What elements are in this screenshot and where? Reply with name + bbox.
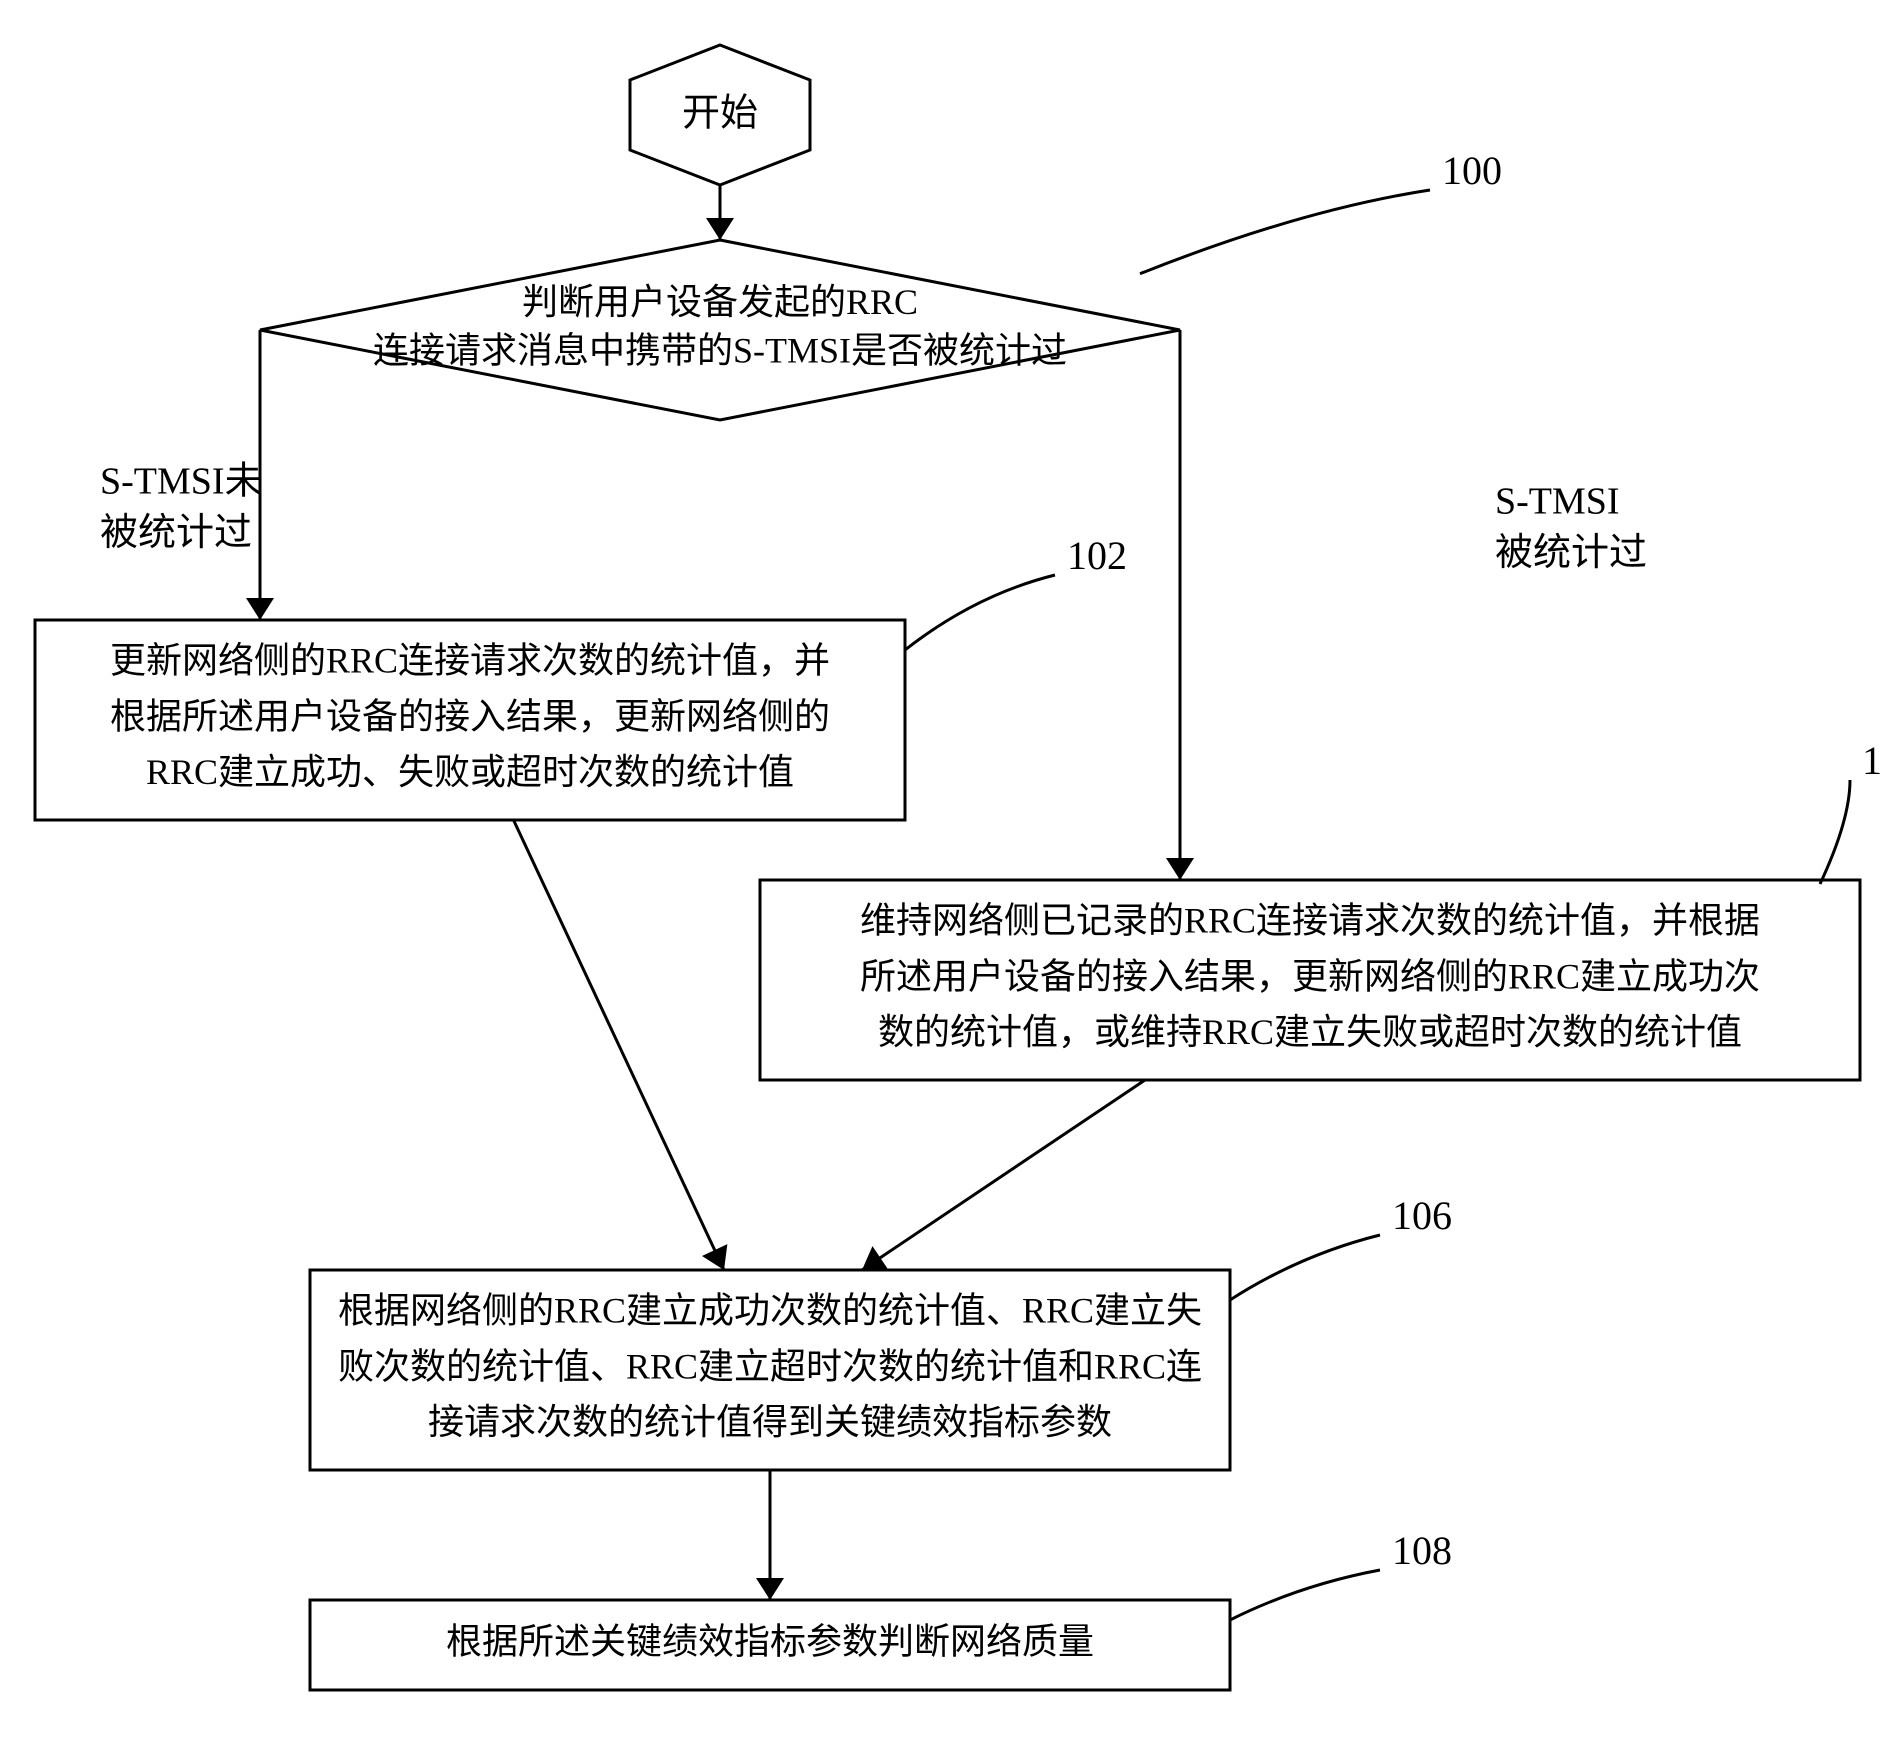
svg-text:更新网络侧的RRC连接请求次数的统计值，并: 更新网络侧的RRC连接请求次数的统计值，并 <box>110 640 830 680</box>
process-102: 更新网络侧的RRC连接请求次数的统计值，并根据所述用户设备的接入结果，更新网络侧… <box>35 620 905 820</box>
svg-text:判断用户设备发起的RRC: 判断用户设备发起的RRC <box>522 282 918 322</box>
start-label: 开始 <box>682 93 758 135</box>
svg-text:根据网络侧的RRC建立成功次数的统计值、RRC建立失: 根据网络侧的RRC建立成功次数的统计值、RRC建立失 <box>338 1290 1202 1330</box>
svg-text:根据所述用户设备的接入结果，更新网络侧的: 根据所述用户设备的接入结果，更新网络侧的 <box>110 696 830 736</box>
ref-label: 104 <box>1862 738 1882 783</box>
ref-label: 108 <box>1392 1528 1452 1573</box>
svg-text:根据所述关键绩效指标参数判断网络质量: 根据所述关键绩效指标参数判断网络质量 <box>446 1621 1094 1661</box>
svg-text:所述用户设备的接入结果，更新网络侧的RRC建立成功次: 所述用户设备的接入结果，更新网络侧的RRC建立成功次 <box>860 956 1760 996</box>
process-104: 维持网络侧已记录的RRC连接请求次数的统计值，并根据所述用户设备的接入结果，更新… <box>760 880 1860 1080</box>
svg-text:RRC建立成功、失败或超时次数的统计值: RRC建立成功、失败或超时次数的统计值 <box>146 752 794 792</box>
start-node: 开始 <box>630 45 810 185</box>
svg-text:败次数的统计值、RRC建立超时次数的统计值和RRC连: 败次数的统计值、RRC建立超时次数的统计值和RRC连 <box>338 1346 1202 1386</box>
svg-text:数的统计值，或维持RRC建立失败或超时次数的统计值: 数的统计值，或维持RRC建立失败或超时次数的统计值 <box>878 1012 1742 1052</box>
ref-label: 102 <box>1067 533 1127 578</box>
svg-text:维持网络侧已记录的RRC连接请求次数的统计值，并根据: 维持网络侧已记录的RRC连接请求次数的统计值，并根据 <box>860 900 1760 940</box>
ref-label: 100 <box>1442 148 1502 193</box>
branch-right-label: S-TMSI <box>1495 481 1620 523</box>
svg-text:连接请求消息中携带的S-TMSI是否被统计过: 连接请求消息中携带的S-TMSI是否被统计过 <box>373 331 1067 371</box>
branch-left-label: S-TMSI未 <box>100 461 263 503</box>
process-108: 根据所述关键绩效指标参数判断网络质量 <box>310 1600 1230 1690</box>
svg-text:接请求次数的统计值得到关键绩效指标参数: 接请求次数的统计值得到关键绩效指标参数 <box>428 1402 1112 1442</box>
branch-left-label: 被统计过 <box>100 512 252 554</box>
decision-node: 判断用户设备发起的RRC 连接请求消息中携带的S-TMSI是否被统计过 <box>260 240 1180 420</box>
process-106: 根据网络侧的RRC建立成功次数的统计值、RRC建立失败次数的统计值、RRC建立超… <box>310 1270 1230 1470</box>
ref-label: 106 <box>1392 1193 1452 1238</box>
branch-right-label: 被统计过 <box>1495 532 1647 574</box>
